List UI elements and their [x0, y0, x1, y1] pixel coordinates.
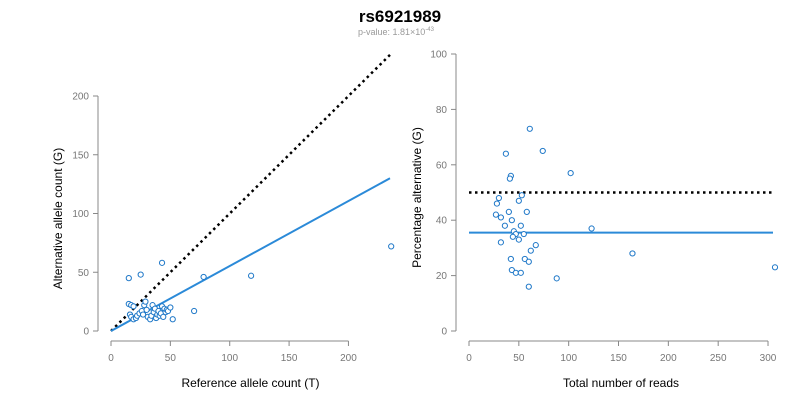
data-point [143, 306, 150, 313]
data-point [388, 243, 395, 250]
subtitle-prefix: p-value: 1.81×10 [358, 27, 425, 37]
x-tick-label: 250 [710, 353, 727, 364]
data-point [191, 307, 198, 315]
data-point [629, 250, 636, 257]
data-point [139, 311, 147, 318]
x-tick-label: 150 [281, 353, 298, 364]
x-tick-label: 100 [221, 353, 238, 364]
y-tick-label: 200 [72, 92, 89, 103]
data-point [502, 150, 509, 157]
subtitle-exponent: -43 [425, 27, 434, 33]
x-tick-label: 50 [165, 353, 177, 364]
y-tick-label: 40 [436, 216, 448, 227]
data-point [169, 316, 176, 323]
data-point [167, 304, 174, 311]
data-point [771, 264, 779, 271]
data-point [497, 239, 504, 246]
panel-right: 0 50 100 150 200 250 300 0 20 40 60 80 100 Total numb… [410, 50, 779, 390]
y-tick-label: 50 [78, 268, 90, 279]
data-point [517, 269, 524, 276]
x-axis-title: Total number of reads [563, 376, 679, 390]
data-point [495, 194, 503, 202]
x-axis-title: Reference allele count (T) [181, 376, 319, 390]
x-tick-label: 100 [560, 353, 577, 364]
data-point [160, 313, 167, 320]
data-point [520, 230, 527, 238]
x-tick-label: 300 [760, 353, 777, 364]
data-point [158, 259, 166, 266]
data-point [508, 217, 515, 224]
data-point [518, 192, 525, 199]
data-point [588, 225, 595, 232]
data-point [506, 175, 513, 182]
data-point [515, 197, 522, 204]
y-tick-label: 150 [72, 150, 89, 161]
x-tick-label: 0 [466, 353, 472, 364]
chart-subtitle: p-value: 1.81×10-43 [358, 27, 435, 37]
data-point [493, 200, 501, 207]
x-tick-label: 50 [513, 353, 525, 364]
y-tick-label: 60 [436, 160, 448, 171]
data-point [525, 283, 532, 290]
y-tick-label: 20 [436, 271, 448, 282]
data-point [553, 275, 560, 282]
data-point [509, 233, 516, 240]
data-point [497, 214, 504, 221]
y-tick-label: 100 [72, 209, 89, 220]
x-tick-label: 0 [108, 353, 114, 364]
data-point [567, 170, 574, 177]
x-tick-label: 200 [660, 353, 677, 364]
y-axis-title: Percentage alternative (G) [410, 127, 424, 268]
y-tick-label: 80 [436, 105, 448, 116]
y-tick-label: 0 [441, 327, 447, 338]
chart-title: rs6921989 [359, 7, 441, 26]
panel-left: 0 50 100 150 200 0 50 100 150 200 Reference allele… [51, 53, 395, 390]
data-point [526, 125, 533, 132]
data-point [539, 147, 546, 155]
y-axis-title: Alternative allele count (G) [51, 148, 65, 289]
data-point [523, 208, 530, 215]
data-point [130, 303, 137, 310]
data-point [137, 271, 144, 278]
y-tick-label: 100 [430, 50, 447, 61]
data-point [532, 242, 539, 249]
data-point [125, 275, 132, 282]
data-point [200, 273, 207, 281]
data-point [505, 208, 512, 215]
x-tick-label: 200 [340, 353, 357, 364]
reference-line [110, 53, 391, 332]
data-point [517, 222, 524, 229]
data-point [527, 247, 534, 254]
data-point [525, 258, 532, 265]
data-point [142, 298, 149, 305]
y-tick-label: 0 [83, 327, 89, 338]
data-point [512, 269, 519, 276]
fit-line [110, 177, 391, 332]
data-point [515, 236, 522, 243]
x-tick-label: 150 [610, 353, 627, 364]
data-point [247, 272, 255, 279]
data-point [492, 211, 500, 218]
data-point [501, 222, 508, 229]
data-point [507, 255, 514, 263]
